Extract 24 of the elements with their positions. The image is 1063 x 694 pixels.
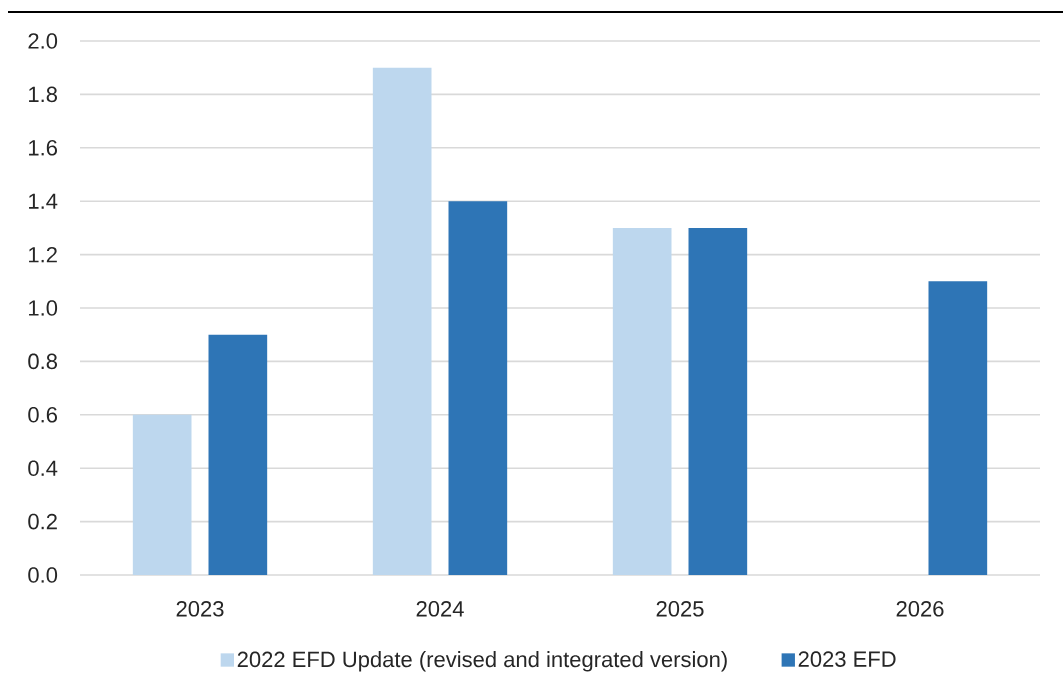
y-tick-label: 1.2 <box>29 246 57 263</box>
bar <box>208 334 268 575</box>
x-tick-label: 2025 <box>656 601 704 617</box>
x-tick-label: 2024 <box>416 601 464 617</box>
bar <box>928 281 988 575</box>
y-tick-label: 2.0 <box>28 33 58 49</box>
y-tick-label: 0.6 <box>28 407 57 423</box>
bar <box>132 414 192 575</box>
y-tick-label: 1.4 <box>29 193 58 209</box>
y-tick-label: 0.4 <box>28 460 58 476</box>
bar <box>612 227 672 575</box>
bar <box>688 227 748 575</box>
x-tick-label: 2023 <box>176 601 224 617</box>
bar <box>448 201 508 575</box>
y-tick-label: 1.0 <box>29 300 58 316</box>
y-tick-label: 0.8 <box>28 353 57 370</box>
y-tick-label: 0.0 <box>28 567 58 583</box>
bar <box>372 67 432 575</box>
legend-label: 2023 EFD <box>798 651 896 667</box>
legend-label: 2022 EFD Update (revised and integrated version) <box>237 651 727 672</box>
x-tick-label: 2026 <box>896 601 944 617</box>
y-tick-label: 0.2 <box>28 513 57 530</box>
y-tick-label: 1.8 <box>29 86 57 103</box>
y-tick-label: 1.6 <box>29 140 57 156</box>
